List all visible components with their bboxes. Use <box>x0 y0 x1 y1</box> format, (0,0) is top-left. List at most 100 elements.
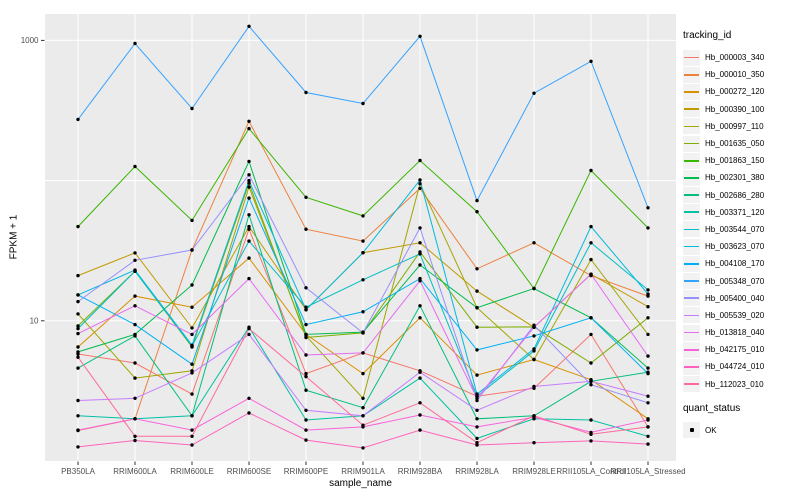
data-point <box>76 428 80 432</box>
data-point <box>532 91 536 95</box>
data-point <box>247 411 251 415</box>
data-point <box>418 413 422 417</box>
data-point <box>133 361 137 365</box>
legend-color-line <box>684 280 699 282</box>
data-point <box>532 384 536 389</box>
data-point <box>589 383 593 387</box>
legend-key <box>683 376 700 393</box>
legend-key <box>683 307 700 324</box>
legend-color-line <box>684 108 699 110</box>
data-point <box>646 206 650 210</box>
data-point <box>304 428 308 432</box>
legend-item-label: Hb_112023_010 <box>705 379 764 389</box>
data-point <box>190 414 194 418</box>
data-point <box>589 332 593 337</box>
data-point <box>133 164 137 169</box>
data-point <box>190 326 194 330</box>
data-point <box>133 304 137 308</box>
data-point <box>646 354 650 358</box>
data-point <box>304 305 308 309</box>
data-point <box>76 398 80 403</box>
data-point <box>418 178 422 182</box>
legend-item-label: Hb_005539_020 <box>705 310 765 320</box>
x-tick-label: RRIM928BA <box>398 467 443 476</box>
legend-item-Hb_000010_350: Hb_000010_350 <box>683 66 799 83</box>
data-point <box>646 305 650 309</box>
data-point <box>646 226 650 230</box>
tracking-id-legend-items: Hb_000003_340 Hb_000010_350 Hb_000272_120 H… <box>683 49 799 393</box>
data-point <box>532 414 536 418</box>
data-point <box>304 227 308 231</box>
x-tick-label: RRIM600LE <box>170 467 214 476</box>
legend-key <box>683 221 700 238</box>
data-point <box>304 308 308 312</box>
data-point <box>361 331 365 335</box>
data-point <box>247 126 251 131</box>
legend-key <box>683 66 700 83</box>
data-point <box>133 376 137 380</box>
x-tick-label: RRIM928LA <box>455 467 499 476</box>
legend-color-line <box>684 245 699 248</box>
legend-key <box>683 358 700 375</box>
data-point <box>589 439 593 443</box>
legend-color-line <box>684 194 699 196</box>
legend-item-label: Hb_001635_050 <box>705 139 765 149</box>
data-point <box>589 272 593 276</box>
data-point <box>532 441 536 445</box>
data-point <box>190 305 194 309</box>
data-point <box>133 322 137 327</box>
data-point <box>247 196 251 200</box>
data-point <box>361 396 365 400</box>
data-point <box>190 332 194 337</box>
data-point <box>361 101 365 106</box>
legend-key <box>683 187 700 204</box>
data-point <box>76 324 80 328</box>
legend-item-Hb_000003_340: Hb_000003_340 <box>683 49 799 66</box>
data-point <box>418 158 422 163</box>
data-point <box>475 417 479 421</box>
legend-color-line <box>684 56 699 59</box>
data-point <box>589 379 593 383</box>
data-point <box>247 185 251 189</box>
legend-item-Hb_044724_010: Hb_044724_010 <box>683 358 799 375</box>
data-point <box>361 351 365 355</box>
legend-item-Hb_003544_070: Hb_003544_070 <box>683 221 799 238</box>
legend-item-Hb_001635_050: Hb_001635_050 <box>683 135 799 152</box>
x-tick-label: RRIM928LE <box>512 467 556 476</box>
data-point <box>247 173 251 177</box>
data-point <box>646 434 650 438</box>
data-point <box>76 331 80 336</box>
data-point <box>361 406 365 410</box>
legend-item-label: Hb_044724_010 <box>705 362 765 372</box>
data-point <box>475 289 479 293</box>
data-point <box>589 168 593 173</box>
data-point <box>133 251 137 255</box>
data-point <box>418 279 422 283</box>
legend-key <box>683 152 700 169</box>
x-tick-label: PB350LA <box>61 467 95 476</box>
data-point <box>190 218 194 223</box>
legend-key <box>683 238 700 255</box>
data-point <box>418 263 422 267</box>
legend-key <box>683 255 700 272</box>
data-point <box>475 392 479 396</box>
data-point <box>304 438 308 442</box>
legend-color-line <box>684 159 699 162</box>
data-point <box>247 239 251 243</box>
data-point <box>418 241 422 245</box>
legend-item-label: Hb_013818_040 <box>705 328 765 338</box>
legend-color-line <box>684 142 699 145</box>
data-point <box>247 326 251 331</box>
data-point <box>589 224 593 229</box>
legend-title-quant-status: quant_status <box>683 402 741 414</box>
legend-key <box>683 169 700 186</box>
legend-item-label: Hb_001863_150 <box>705 156 765 166</box>
x-tick-label: RRII105LA_Stressed <box>610 467 685 476</box>
data-point <box>361 214 365 218</box>
data-point <box>190 362 194 366</box>
data-point <box>247 181 251 185</box>
data-point <box>361 310 365 314</box>
data-point <box>589 316 593 320</box>
data-point <box>76 312 80 316</box>
data-point <box>475 373 479 377</box>
